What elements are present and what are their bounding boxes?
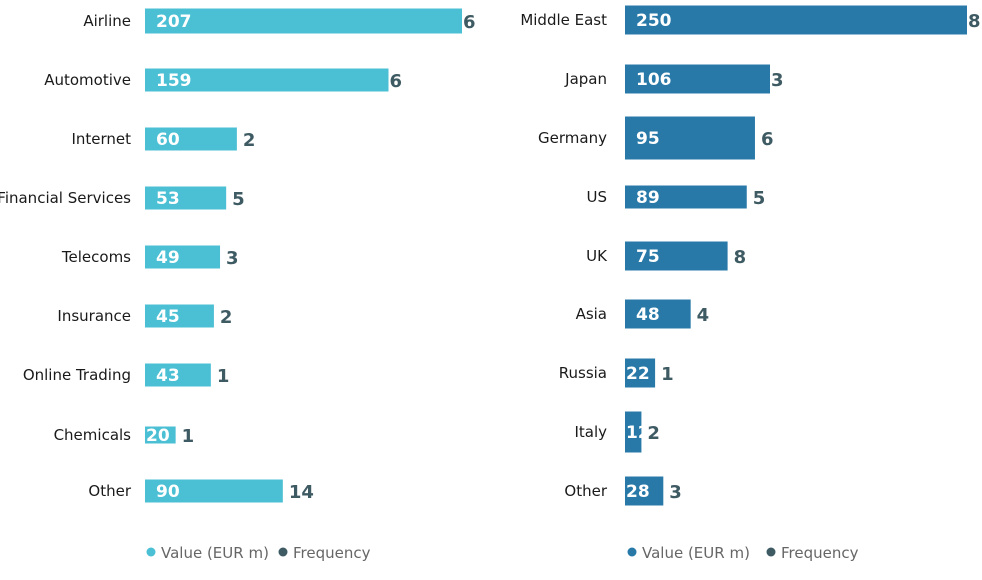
chart2-bar <box>625 411 642 453</box>
chart1-value-label: 159 <box>156 71 192 91</box>
chart1-category-label: Other <box>88 482 131 500</box>
chart1-legend-marker-value <box>146 547 156 557</box>
chart1-frequency-label: 1 <box>217 366 230 387</box>
chart2-frequency-label: 5 <box>753 188 766 209</box>
chart2-frequency-label: 3 <box>771 70 784 91</box>
chart2-category-label: Middle East <box>520 11 607 29</box>
chart2-bar <box>625 358 656 388</box>
chart2-category-label: Germany <box>538 129 607 147</box>
chart1-category-label: Chemicals <box>54 426 132 444</box>
chart2-frequency-label: 4 <box>697 305 710 326</box>
chart1-value-label: 45 <box>156 307 180 327</box>
chart2-category-label: Russia <box>559 364 607 382</box>
chart2-value-label: 12 <box>626 423 650 443</box>
chart1-value-label: 90 <box>156 482 180 502</box>
chart2-legend-marker-frequency <box>766 547 776 557</box>
chart2-frequency-label: 1 <box>661 364 674 385</box>
chart2-value-label: 48 <box>636 305 660 325</box>
chart1-bar <box>145 245 221 269</box>
chart2-bar <box>625 64 771 94</box>
chart1-bar <box>145 304 214 328</box>
chart1-frequency-label: 2 <box>243 130 256 151</box>
chart2-category-label: Asia <box>576 305 607 323</box>
chart2-value-label: 75 <box>636 247 660 267</box>
chart1-frequency-label: 6 <box>389 71 402 92</box>
chart2-legend-label-frequency: Frequency <box>781 544 859 562</box>
chart2-value-label: 22 <box>626 364 650 384</box>
chart1-bar <box>145 186 227 210</box>
chart2-category-label: UK <box>586 247 608 265</box>
chart2-frequency-label: 3 <box>669 482 682 503</box>
chart1-legend-marker-frequency <box>278 547 288 557</box>
chart2-category-label: US <box>586 188 607 206</box>
chart1-value-label: 49 <box>156 248 180 268</box>
chart1-category-label: Internet <box>71 130 131 148</box>
chart1-value-label: 60 <box>156 130 180 150</box>
chart1-value-label: 43 <box>156 366 180 386</box>
chart1-frequency-label: 3 <box>226 248 239 269</box>
chart1-frequency-label: 5 <box>232 189 245 210</box>
chart1-bar <box>145 426 176 444</box>
chart2-value-label: 28 <box>626 482 650 502</box>
chart1-frequency-label: 6 <box>463 12 476 33</box>
chart1-legend-label-value: Value (EUR m) <box>161 544 269 562</box>
chart1-bar <box>145 479 283 503</box>
chart2-value-label: 250 <box>636 11 672 31</box>
chart1-category-label: Airline <box>83 12 131 30</box>
chart1-value-label: 207 <box>156 12 192 32</box>
chart1-frequency-label: 1 <box>182 426 195 447</box>
chart1-value-label: 53 <box>156 189 180 209</box>
chart1-category-label: Insurance <box>57 307 131 325</box>
chart2-bar <box>625 476 664 506</box>
chart1-value-label: 20 <box>146 426 170 446</box>
chart1-bar <box>145 127 237 151</box>
chart2-bar <box>625 5 967 35</box>
chart2-category-label: Other <box>564 482 607 500</box>
chart1-frequency-label: 14 <box>289 482 314 503</box>
chart1-bar <box>145 68 389 92</box>
chart2-legend-marker-value <box>627 547 637 557</box>
chart1-bar <box>145 363 211 387</box>
chart2-category-label: Japan <box>564 70 607 88</box>
chart1-category-label: Financial Services <box>0 189 131 207</box>
chart1-category-label: Automotive <box>44 71 131 89</box>
chart2-frequency-label: 8 <box>968 11 981 32</box>
chart1-category-label: Online Trading <box>23 366 131 384</box>
chart2-bar <box>625 299 691 329</box>
chart2-legend-label-value: Value (EUR m) <box>642 544 750 562</box>
chart2-frequency-label: 2 <box>647 423 660 444</box>
chart1-frequency-label: 2 <box>220 307 233 328</box>
chart2-value-label: 106 <box>636 70 672 90</box>
chart1-bar <box>145 8 462 34</box>
chart2-category-label: Italy <box>574 423 607 441</box>
chart2-value-label: 95 <box>636 129 660 149</box>
chart1-legend-label-frequency: Frequency <box>293 544 371 562</box>
chart1-category-label: Telecoms <box>61 248 131 266</box>
chart2-bar <box>625 185 747 209</box>
chart2-bar <box>625 241 728 271</box>
chart2-value-label: 89 <box>636 188 660 208</box>
chart2-frequency-label: 6 <box>761 129 774 150</box>
chart2-bar <box>625 116 755 160</box>
chart2-frequency-label: 8 <box>734 247 747 268</box>
